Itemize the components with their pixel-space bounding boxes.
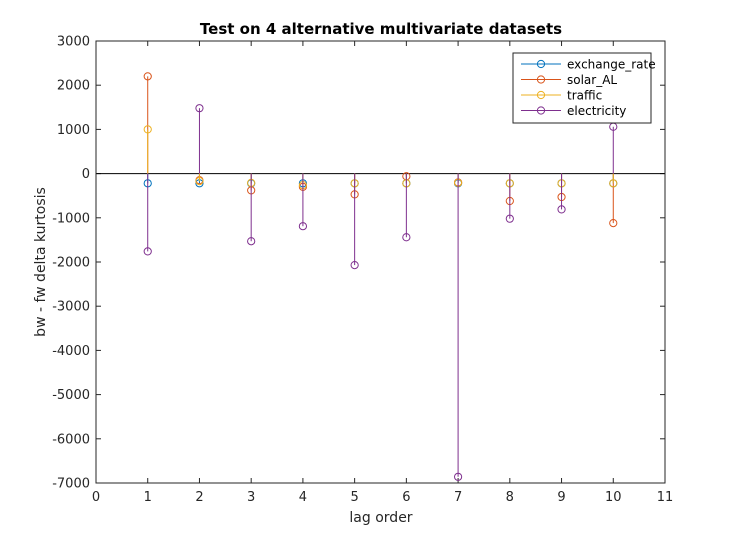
stem-marker <box>195 177 204 186</box>
stem-marker <box>247 237 256 246</box>
y-tick-label: -4000 <box>52 344 90 359</box>
y-tick-label: -2000 <box>52 256 90 271</box>
x-tick-label: 9 <box>557 490 565 505</box>
stem-marker <box>557 205 566 214</box>
stem-marker <box>609 219 618 228</box>
x-tick-label: 10 <box>605 490 622 505</box>
legend-box <box>512 52 652 124</box>
y-tick-label: 3000 <box>57 35 90 50</box>
legend-entry-label: traffic <box>567 89 602 103</box>
stem-marker <box>143 247 152 256</box>
stem-marker <box>402 233 411 242</box>
legend-entry-label: exchange_rate <box>567 58 656 72</box>
x-tick-label: 1 <box>144 490 152 505</box>
x-tick-label: 0 <box>92 490 100 505</box>
y-tick-label: -1000 <box>52 211 90 226</box>
axes-box <box>95 40 666 484</box>
stem-marker <box>505 214 514 223</box>
stem-marker <box>453 472 463 481</box>
chart-title: Test on 4 alternative multivariate datas… <box>200 20 562 38</box>
stem-marker <box>143 72 152 81</box>
y-tick-label: -5000 <box>52 388 90 403</box>
legend-marker <box>536 75 546 84</box>
x-tick-label: 8 <box>506 490 514 505</box>
stem-marker <box>195 104 204 113</box>
y-tick-label: 2000 <box>57 79 90 94</box>
series-electricity <box>143 104 618 481</box>
legend-entry-label: electricity <box>567 104 626 118</box>
x-tick-label: 7 <box>454 490 462 505</box>
y-tick-label: -7000 <box>52 477 90 492</box>
legend-marker <box>536 90 546 100</box>
stem-marker <box>350 260 359 270</box>
stem-marker <box>609 179 618 188</box>
y-tick-label: 0 <box>82 167 90 182</box>
x-axis-label: lag order <box>349 510 412 526</box>
legend-marker <box>536 59 546 69</box>
x-tick-label: 11 <box>657 490 674 505</box>
x-tick-label: 4 <box>299 490 307 505</box>
stem-marker <box>298 222 308 231</box>
y-tick-label: -3000 <box>52 300 90 315</box>
stem-marker <box>143 125 152 134</box>
x-tick-label: 3 <box>247 490 255 505</box>
x-tick-label: 2 <box>195 490 203 505</box>
x-tick-label: 6 <box>402 490 410 505</box>
y-tick-label: 1000 <box>57 123 90 138</box>
y-tick-label: -6000 <box>52 432 90 447</box>
legend-marker <box>536 106 546 115</box>
y-axis-label: bw - fw delta kurtosis <box>33 187 49 337</box>
legend-entry-label: solar_AL <box>567 73 617 87</box>
x-tick-label: 5 <box>350 490 358 505</box>
